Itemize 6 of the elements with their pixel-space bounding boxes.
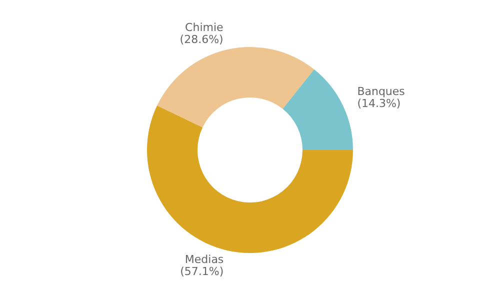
data-label: (57.1%) xyxy=(180,264,224,278)
slice-label: Chimie xyxy=(185,20,224,34)
slice-label: Medias xyxy=(184,252,224,266)
data-label: (14.3%) xyxy=(357,97,401,110)
data-label: (28.6%) xyxy=(180,32,224,46)
slice-label: Banques xyxy=(357,85,406,98)
